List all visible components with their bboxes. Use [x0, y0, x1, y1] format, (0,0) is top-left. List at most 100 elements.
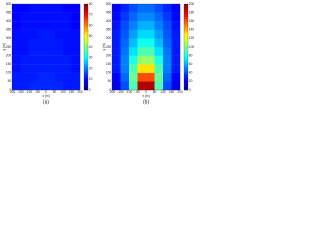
colorbar-step: [184, 44, 188, 48]
heat-cell: [12, 12, 21, 22]
colorbar-tick-label: 30: [89, 56, 93, 60]
colorbar-tick-label: 40: [89, 45, 93, 49]
colorbar-step: [84, 64, 88, 67]
y-axis-label: y [m]: [2, 43, 6, 50]
heat-cell: [129, 47, 138, 56]
colorbar-step: [184, 72, 188, 76]
colorbar-step: [84, 42, 88, 46]
y-tick-label: 150: [106, 62, 112, 66]
colorbar-step: [84, 21, 88, 24]
colorbar-step: [184, 42, 188, 46]
heat-cell: [20, 47, 30, 56]
colorbar-step: [84, 4, 88, 7]
heat-cell: [112, 64, 121, 73]
y-tick-label: 300: [6, 36, 12, 40]
heat-cell: [129, 29, 138, 39]
heat-cell: [63, 12, 72, 22]
heat-cell: [37, 55, 47, 65]
y-tick-label: 200: [106, 53, 112, 57]
heat-cell: [163, 72, 172, 82]
heat-cell: [12, 47, 21, 56]
colorbar-step: [84, 19, 88, 22]
heat-cell: [54, 81, 64, 91]
colorbar-step: [184, 36, 188, 39]
x-tick-label: -150: [17, 90, 24, 94]
heat-cell: [54, 47, 64, 56]
colorbar-tick-label: 80: [189, 53, 193, 57]
colorbar-step: [184, 64, 188, 67]
heat-cell: [137, 12, 147, 22]
colorbar-step: [84, 12, 88, 15]
heat-cell: [163, 38, 172, 48]
heat-cell: [129, 55, 138, 65]
colorbar-step: [84, 51, 88, 54]
colorbar-step: [184, 57, 188, 61]
heat-cell: [54, 4, 64, 13]
heat-cell: [37, 29, 47, 39]
heat-cell: [29, 21, 38, 30]
colorbar-step: [184, 40, 188, 43]
colorbar-step: [84, 70, 88, 73]
colorbar-step: [84, 55, 88, 58]
heat-cell: [120, 21, 130, 30]
heat-cell: [154, 55, 164, 65]
heat-cell: [37, 64, 47, 73]
y-tick-label: 0: [9, 88, 11, 92]
heat-cell: [120, 4, 130, 13]
heat-cell: [12, 55, 21, 65]
heat-cell: [171, 64, 181, 73]
heat-cell: [37, 12, 47, 22]
colorbar-step: [84, 68, 88, 71]
heat-cell: [112, 12, 121, 22]
heat-cell: [137, 4, 147, 13]
colorbar-step: [84, 49, 88, 52]
y-tick-label: 450: [106, 10, 112, 14]
colorbar-tick-label: 0: [89, 88, 91, 92]
colorbar-step: [84, 81, 88, 84]
heat-cell: [37, 47, 47, 56]
heat-cell: [20, 12, 30, 22]
colorbar-step: [84, 10, 88, 13]
colorbar-step: [84, 36, 88, 39]
y-tick-label: 400: [6, 19, 12, 23]
heat-cell: [20, 21, 30, 30]
heat-cell: [63, 38, 72, 48]
colorbar-step: [184, 8, 188, 11]
heat-cell: [171, 72, 181, 82]
colorbar-step: [84, 47, 88, 50]
heat-cell: [171, 55, 181, 65]
heat-cell: [146, 81, 155, 91]
x-tick-label: -100: [26, 90, 33, 94]
heat-cell: [29, 72, 38, 82]
heat-cell: [120, 64, 130, 73]
colorbar-step: [84, 16, 88, 20]
heat-cell: [54, 29, 64, 39]
heat-cell: [54, 64, 64, 73]
heat-cell: [137, 21, 147, 30]
heat-cell: [154, 81, 164, 91]
colorbar-step: [184, 34, 188, 37]
colorbar-step: [184, 83, 188, 86]
x-tick-label: 0: [145, 90, 147, 94]
colorbar-tick-label: 40: [189, 71, 193, 75]
heat-cell: [171, 21, 181, 30]
heat-cell: [171, 12, 181, 22]
heat-cell: [163, 47, 172, 56]
colorbar-step: [184, 74, 188, 78]
y-tick-label: 500: [106, 2, 112, 6]
heat-cell: [120, 38, 130, 48]
colorbar-step: [84, 77, 88, 80]
colorbar-step: [84, 25, 88, 28]
colorbar-step: [184, 77, 188, 80]
heat-cell: [137, 29, 147, 39]
heat-cell: [129, 72, 138, 82]
heat-cell: [20, 64, 30, 73]
colorbar-step: [84, 53, 88, 56]
colorbar-tick-label: 100: [189, 45, 195, 49]
colorbar-step: [184, 66, 188, 69]
colorbar-step: [184, 14, 188, 18]
heat-cell: [71, 81, 81, 91]
heat-cell: [163, 12, 172, 22]
colorbar-step: [84, 23, 88, 26]
heat-cell: [120, 72, 130, 82]
